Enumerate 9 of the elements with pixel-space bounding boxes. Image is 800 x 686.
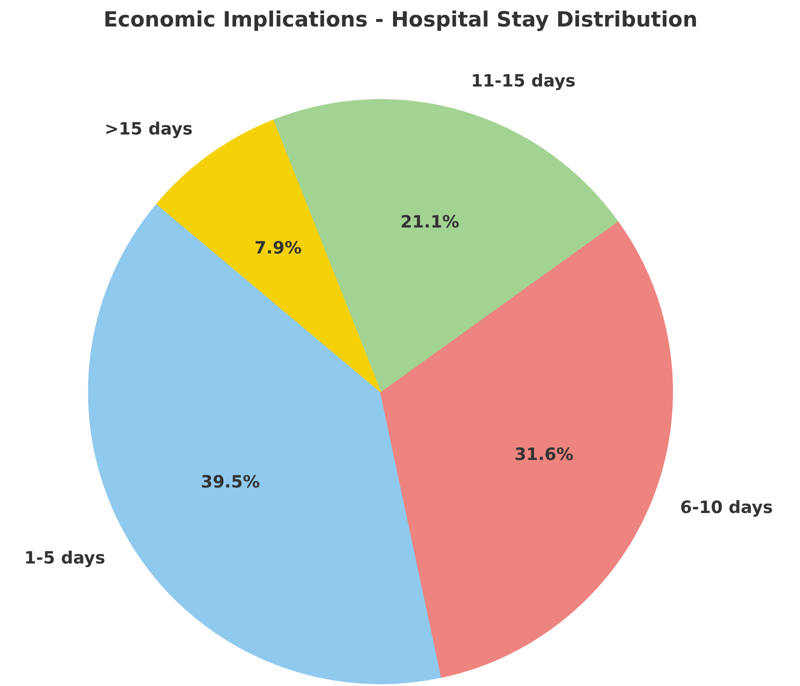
data-label: 7.9% bbox=[254, 238, 302, 259]
chart-title: Economic Implications - Hospital Stay Distribution bbox=[103, 8, 698, 32]
slice-label: 11-15 days bbox=[470, 72, 576, 92]
slice-label: 6-10 days bbox=[680, 498, 773, 518]
data-label: 21.1% bbox=[400, 212, 460, 233]
slice-label: >15 days bbox=[104, 120, 193, 140]
slice-label: 1-5 days bbox=[24, 548, 106, 568]
data-label: 31.6% bbox=[514, 445, 574, 466]
data-label: 39.5% bbox=[200, 472, 260, 493]
